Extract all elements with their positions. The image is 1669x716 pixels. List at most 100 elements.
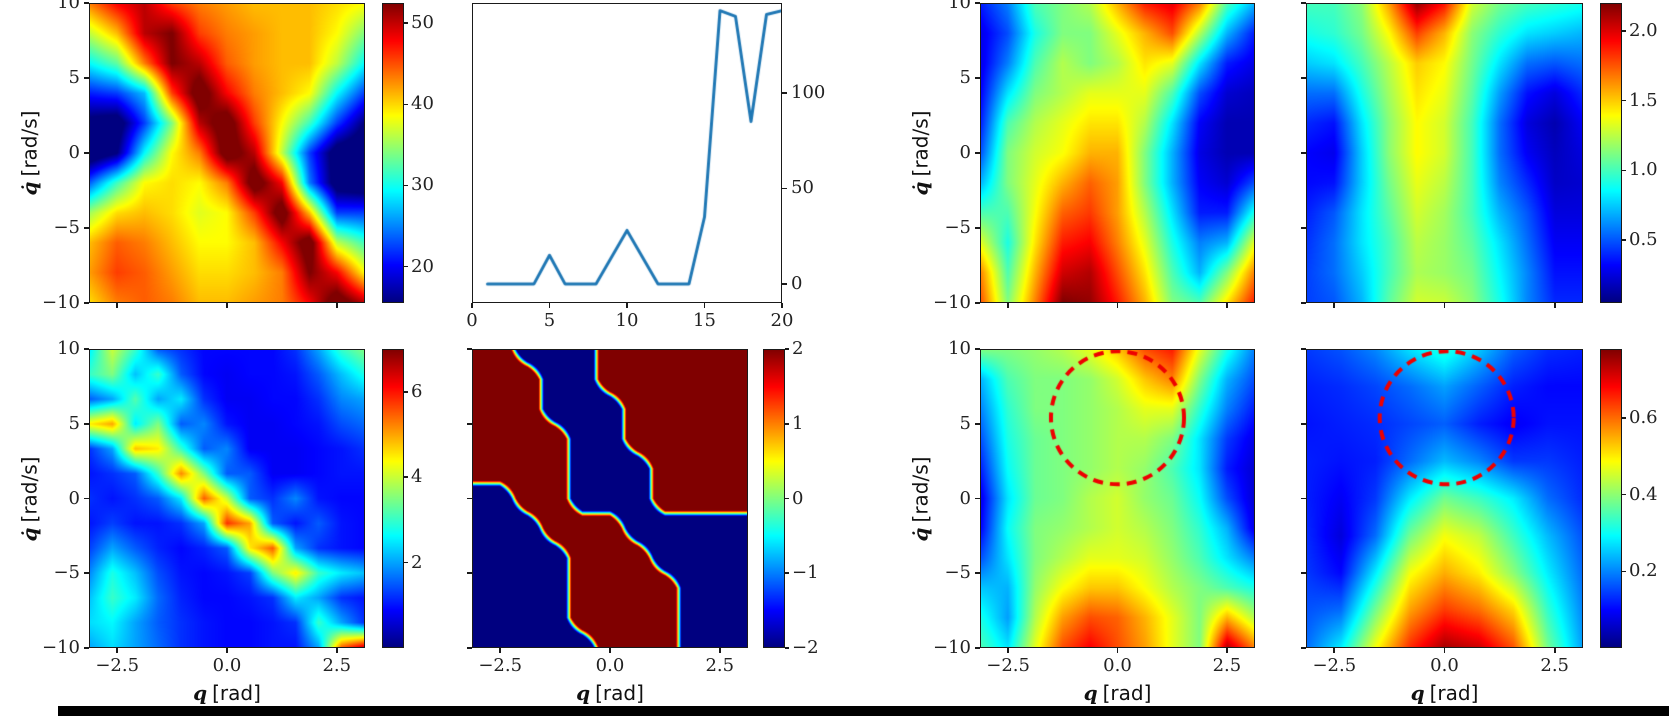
y-axis-variable: q̇ [17,181,42,196]
y-tick-mark [1301,227,1306,229]
colorbar-tick-label: −1 [792,562,819,584]
colorbar-tick-mark [785,422,789,425]
x-tick-mark [1333,303,1336,308]
panel-line-chart-r1c2: 0 5 10 15 20 0 50 100 [466,3,825,331]
colorbar-canvas [1600,349,1622,648]
y-tick-mark [1301,497,1306,500]
plot-area [1306,3,1583,303]
y-tick-mark [1301,348,1306,350]
y-axis-variable: q̇ [17,526,42,541]
y-tick-mark [1301,2,1306,4]
y-tick-mark [782,283,787,285]
x-tick-label: 0.0 [1103,655,1132,676]
colorbar-tick-label: 0.6 [1629,407,1658,428]
colorbar: 0.5 1.0 1.5 2.0 [1600,3,1658,303]
x-tick-label: 20 [770,310,794,331]
x-tick-mark [1553,648,1556,653]
y-tick-mark [782,187,787,190]
x-tick-label: −2.5 [95,655,140,676]
plot-area [89,3,365,303]
colorbar-canvas [382,3,404,303]
y-tick-mark [84,2,89,4]
panel-heatmap-r2c4: q [rad] −2.5 0.0 2.5 0.2 0.4 0.6 [1301,348,1658,705]
x-tick-mark [1553,303,1556,308]
heatmap-canvas [1306,3,1583,303]
x-tick-mark [548,303,551,308]
y-tick-mark [1301,77,1306,79]
x-axis-unit: [rad] [212,681,261,705]
x-axis-variable: q [1083,681,1098,705]
colorbar-tick-mark [404,184,408,187]
x-axis-variable: q [193,681,208,705]
plot-area [472,349,748,648]
heatmap-canvas [89,3,365,303]
x-tick-label: 0.0 [595,655,625,676]
x-tick-label: 10 [615,310,639,331]
x-tick-label: 0.0 [1430,655,1459,676]
y-tick-label: 0 [68,142,80,163]
y-tick-mark [84,572,89,575]
y-tick-mark [84,348,89,350]
table-top-rule [58,706,1669,716]
panel-heatmap-r1c1: q̇[rad/s] 10 5 0 −5 −10 20 30 40 50 [17,0,434,313]
y-tick-label: −5 [53,562,80,584]
x-tick-mark [116,303,118,308]
y-tick-label: −5 [944,562,971,584]
colorbar-tick-label: 1 [792,412,804,434]
colorbar: 0.2 0.4 0.6 [1600,349,1658,648]
x-tick-label: −2.5 [1312,655,1357,676]
x-tick-label: 0 [466,310,478,331]
y-tick-label: 100 [791,81,826,103]
y-tick-label: 10 [57,338,80,359]
y-tick-mark [1301,647,1306,649]
colorbar-tick-mark [1622,239,1626,241]
y-tick-mark [975,422,980,425]
y-axis-variable: q̇ [908,526,933,541]
y-tick-label: 5 [959,67,971,88]
y-tick-mark [84,77,89,79]
x-tick-label: 2.5 [1540,655,1570,676]
colorbar-tick-label: 1.5 [1629,89,1658,111]
x-tick-label: 2.5 [1212,655,1242,676]
x-tick-mark [1116,303,1119,308]
y-tick-mark [84,647,89,649]
x-axis-label: q [rad] [1306,681,1583,705]
panel-heatmap-r2c2: q [rad] −2.5 0.0 2.5 2 1 0 −1 −2 [467,338,819,705]
colorbar-tick-mark [785,497,789,500]
x-tick-label: 5 [543,310,556,331]
x-tick-mark [336,303,338,308]
y-tick-mark [975,572,980,575]
x-tick-mark [226,648,228,653]
colorbar-tick-label: 4 [411,466,423,488]
plot-area [1306,349,1583,648]
colorbar: 20 30 40 50 [382,3,434,303]
x-axis-label: q [rad] [472,681,748,705]
colorbar-tick-mark [785,348,789,350]
y-tick-mark [1301,572,1306,575]
colorbar-tick-mark [404,390,408,393]
panel-heatmap-r2c1: q̇[rad/s] q [rad] −2.5 0.0 2.5 10 5 0 −5 −10 2 4 6 [17,338,422,705]
colorbar-tick-mark [785,572,789,575]
colorbar-tick-label: 1.0 [1629,159,1658,181]
y-tick-mark [975,348,980,350]
colorbar-canvas [382,349,404,648]
y-tick-mark [467,348,472,350]
colorbar-tick-mark [404,265,408,268]
x-tick-mark [116,648,118,653]
colorbar-tick-mark [1622,417,1626,419]
x-tick-label: −2.5 [986,655,1030,676]
y-tick-label: −5 [944,217,971,238]
colorbar-tick-label: 2 [411,551,423,573]
colorbar-tick-mark [1622,30,1626,32]
y-tick-label: −5 [53,217,80,238]
x-tick-mark [1116,648,1119,653]
x-tick-label: 0.0 [212,655,242,676]
x-axis-variable: q [576,681,591,705]
x-tick-mark [1007,648,1009,653]
colorbar-tick-label: 2.0 [1629,19,1658,41]
y-tick-mark [467,572,472,575]
panel-heatmap-r1c4: 0.5 1.0 1.5 2.0 [1301,2,1658,308]
x-tick-label: −2.5 [478,655,523,676]
colorbar-tick-mark [1622,570,1626,573]
